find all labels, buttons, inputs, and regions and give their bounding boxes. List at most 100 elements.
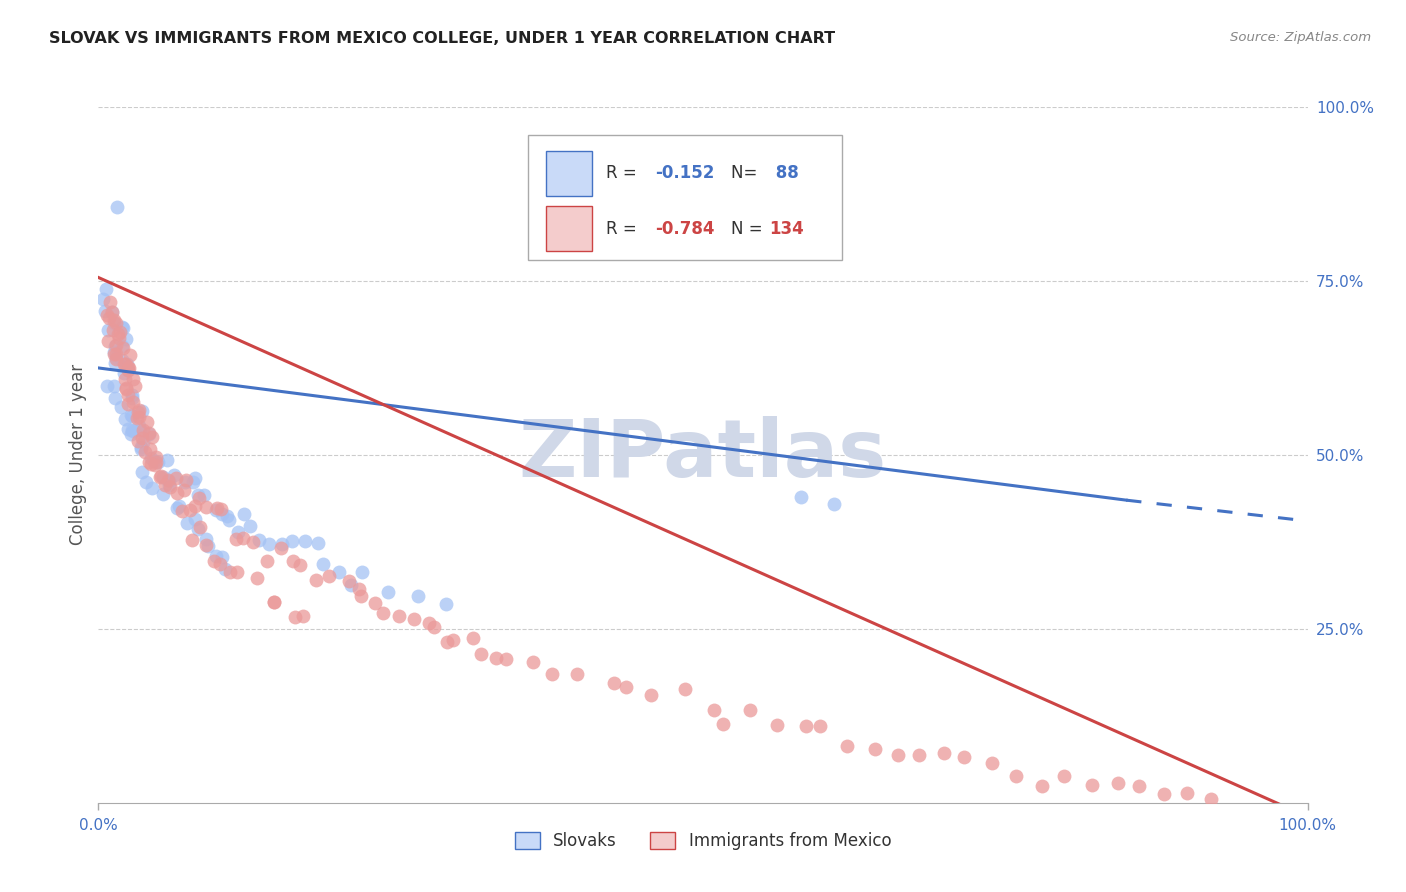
Text: SLOVAK VS IMMIGRANTS FROM MEXICO COLLEGE, UNDER 1 YEAR CORRELATION CHART: SLOVAK VS IMMIGRANTS FROM MEXICO COLLEGE… (49, 31, 835, 46)
Text: 88: 88 (769, 164, 799, 182)
Point (173, 483, 195, 497)
Point (146, 455, 169, 469)
Point (117, 359, 139, 374)
Point (402, 612, 425, 626)
Point (603, 676, 626, 690)
Point (166, 501, 188, 516)
Point (152, 487, 174, 501)
Point (540, 667, 562, 681)
Point (127, 405, 149, 419)
Point (484, 650, 506, 665)
Point (172, 504, 194, 518)
Point (205, 501, 228, 516)
Point (117, 422, 139, 436)
Text: R =: R = (606, 219, 643, 238)
Point (256, 554, 278, 568)
Point (441, 632, 464, 647)
Point (149, 470, 172, 484)
Point (981, 756, 1004, 770)
Point (423, 620, 446, 634)
Point (143, 458, 166, 472)
Point (157, 475, 180, 489)
Point (291, 608, 314, 623)
Point (887, 747, 910, 762)
Point (1107, 776, 1129, 790)
Point (181, 475, 204, 490)
Point (711, 716, 734, 731)
Point (1031, 779, 1053, 793)
Point (246, 570, 269, 584)
Point (790, 490, 813, 504)
Point (352, 565, 374, 579)
Point (105, 351, 128, 365)
Point (377, 584, 399, 599)
Point (115, 380, 138, 394)
Point (640, 689, 662, 703)
Point (103, 313, 125, 327)
Point (127, 434, 149, 449)
Point (103, 379, 125, 393)
Point (145, 450, 167, 464)
Point (187, 488, 209, 502)
Point (1080, 778, 1102, 792)
Point (406, 590, 429, 604)
Point (1128, 780, 1150, 794)
Point (202, 553, 225, 567)
Point (120, 349, 142, 363)
Point (97, 310, 120, 325)
Point (121, 409, 143, 423)
Point (93, 304, 115, 318)
Text: R =: R = (606, 164, 643, 182)
Point (263, 595, 285, 609)
Point (166, 485, 188, 500)
Point (226, 565, 249, 579)
Point (105, 351, 128, 366)
Point (211, 507, 233, 521)
Point (522, 656, 544, 670)
Point (837, 739, 859, 753)
Point (153, 478, 176, 492)
Point (122, 424, 145, 438)
Point (117, 361, 139, 376)
Point (470, 647, 492, 661)
Point (179, 503, 201, 517)
Point (1053, 769, 1076, 783)
Point (565, 666, 588, 681)
Point (108, 325, 131, 339)
Point (112, 341, 135, 355)
Point (111, 320, 134, 334)
Point (197, 539, 219, 553)
Point (128, 410, 150, 425)
Point (284, 610, 307, 624)
Point (91, 293, 114, 307)
Point (117, 363, 139, 377)
Point (232, 531, 254, 545)
Point (121, 391, 143, 405)
Point (765, 718, 787, 732)
Text: 134: 134 (769, 219, 804, 238)
Text: Source: ZipAtlas.com: Source: ZipAtlas.com (1230, 31, 1371, 45)
Point (257, 537, 280, 551)
Point (305, 573, 328, 587)
Text: N =: N = (731, 219, 762, 238)
Point (247, 533, 270, 547)
Text: N=: N= (731, 164, 762, 182)
Point (163, 467, 186, 482)
Point (98, 295, 121, 310)
Point (114, 332, 136, 346)
Point (387, 608, 409, 623)
Point (139, 458, 162, 472)
Point (105, 200, 128, 214)
Point (141, 481, 163, 495)
Point (808, 719, 831, 733)
Point (219, 565, 242, 579)
Point (190, 520, 212, 534)
Point (288, 558, 311, 572)
Point (495, 652, 517, 666)
Point (115, 383, 138, 397)
Point (104, 356, 127, 370)
Point (112, 366, 135, 380)
Point (418, 616, 440, 631)
Point (132, 423, 155, 437)
Point (104, 339, 127, 353)
